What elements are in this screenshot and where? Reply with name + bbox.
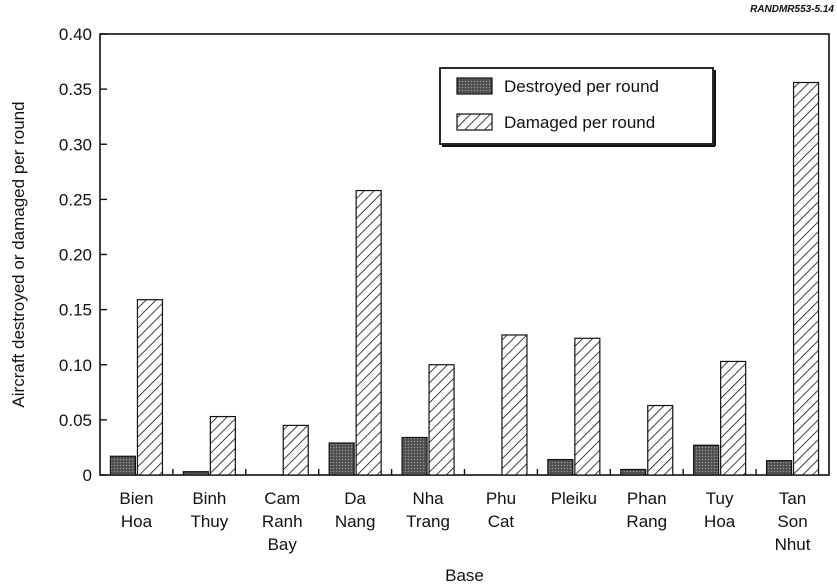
- bar-damaged: [720, 360, 747, 476]
- bar-damaged: [209, 415, 236, 476]
- y-axis-label: Aircraft destroyed or damaged per round: [9, 101, 28, 407]
- bar-damaged: [428, 364, 455, 476]
- bar-destroyed: [328, 442, 355, 476]
- legend-label-damaged: Damaged per round: [504, 113, 655, 132]
- bar-destroyed: [401, 436, 428, 476]
- y-tick-label: 0.40: [59, 25, 92, 44]
- legend-swatch-destroyed: [456, 77, 493, 95]
- figure-source-label: RANDMR553-5.14: [750, 4, 834, 15]
- category-label: Da Nang: [335, 489, 376, 531]
- bar-damaged: [282, 424, 309, 476]
- category-label: Cam Ranh Bay: [262, 489, 303, 554]
- legend-swatch-damaged: [456, 113, 493, 131]
- bar-damaged: [355, 189, 382, 476]
- y-tick-label: 0: [83, 466, 92, 485]
- y-tick-label: 0.05: [59, 411, 92, 430]
- y-tick-label: 0.10: [59, 356, 92, 375]
- category-label: Bien Hoa: [119, 489, 153, 531]
- bar-destroyed: [620, 468, 647, 476]
- x-axis-label: Base: [445, 566, 484, 585]
- y-tick-label: 0.25: [59, 190, 92, 209]
- bar-damaged: [792, 81, 820, 476]
- category-label: Tan Son Nhut: [775, 489, 811, 554]
- legend: Destroyed per round Damaged per round: [439, 67, 716, 147]
- bar-destroyed: [765, 460, 793, 476]
- y-tick-label: 0.35: [59, 80, 92, 99]
- bar-damaged: [136, 299, 164, 476]
- legend-label-destroyed: Destroyed per round: [504, 77, 659, 96]
- bar-damaged: [574, 337, 601, 476]
- bar-damaged: [501, 334, 528, 476]
- bar-damaged: [647, 404, 674, 476]
- category-label: Phan Rang: [626, 489, 667, 531]
- bar-destroyed: [547, 458, 574, 476]
- category-label: Nha Trang: [406, 489, 450, 531]
- category-label: Phu Cat: [486, 489, 516, 531]
- y-tick-label: 0.20: [59, 246, 92, 265]
- bar-destroyed: [109, 455, 137, 476]
- bar-destroyed: [182, 471, 209, 476]
- category-label: Pleiku: [551, 489, 597, 508]
- bar-destroyed: [693, 444, 720, 476]
- y-tick-label: 0.15: [59, 301, 92, 320]
- category-label: Binh Thuy: [190, 489, 228, 531]
- y-tick-label: 0.30: [59, 135, 92, 154]
- category-label: Tuy Hoa: [704, 489, 736, 531]
